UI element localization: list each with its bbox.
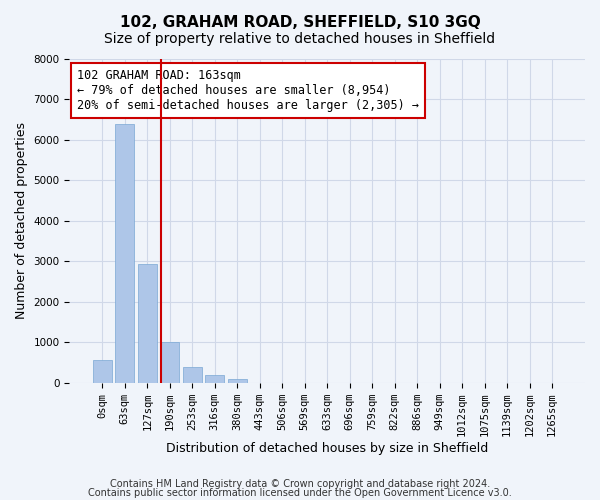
Bar: [228, 379, 247, 383]
Bar: [115, 124, 134, 383]
Bar: [160, 342, 179, 383]
X-axis label: Distribution of detached houses by size in Sheffield: Distribution of detached houses by size …: [166, 442, 488, 455]
Bar: [205, 376, 224, 383]
Bar: [138, 264, 157, 383]
Text: Size of property relative to detached houses in Sheffield: Size of property relative to detached ho…: [104, 32, 496, 46]
Y-axis label: Number of detached properties: Number of detached properties: [15, 122, 28, 320]
Text: 102, GRAHAM ROAD, SHEFFIELD, S10 3GQ: 102, GRAHAM ROAD, SHEFFIELD, S10 3GQ: [119, 15, 481, 30]
Bar: [93, 360, 112, 383]
Text: Contains HM Land Registry data © Crown copyright and database right 2024.: Contains HM Land Registry data © Crown c…: [110, 479, 490, 489]
Text: Contains public sector information licensed under the Open Government Licence v3: Contains public sector information licen…: [88, 488, 512, 498]
Text: 102 GRAHAM ROAD: 163sqm
← 79% of detached houses are smaller (8,954)
20% of semi: 102 GRAHAM ROAD: 163sqm ← 79% of detache…: [77, 68, 419, 112]
Bar: [183, 367, 202, 383]
